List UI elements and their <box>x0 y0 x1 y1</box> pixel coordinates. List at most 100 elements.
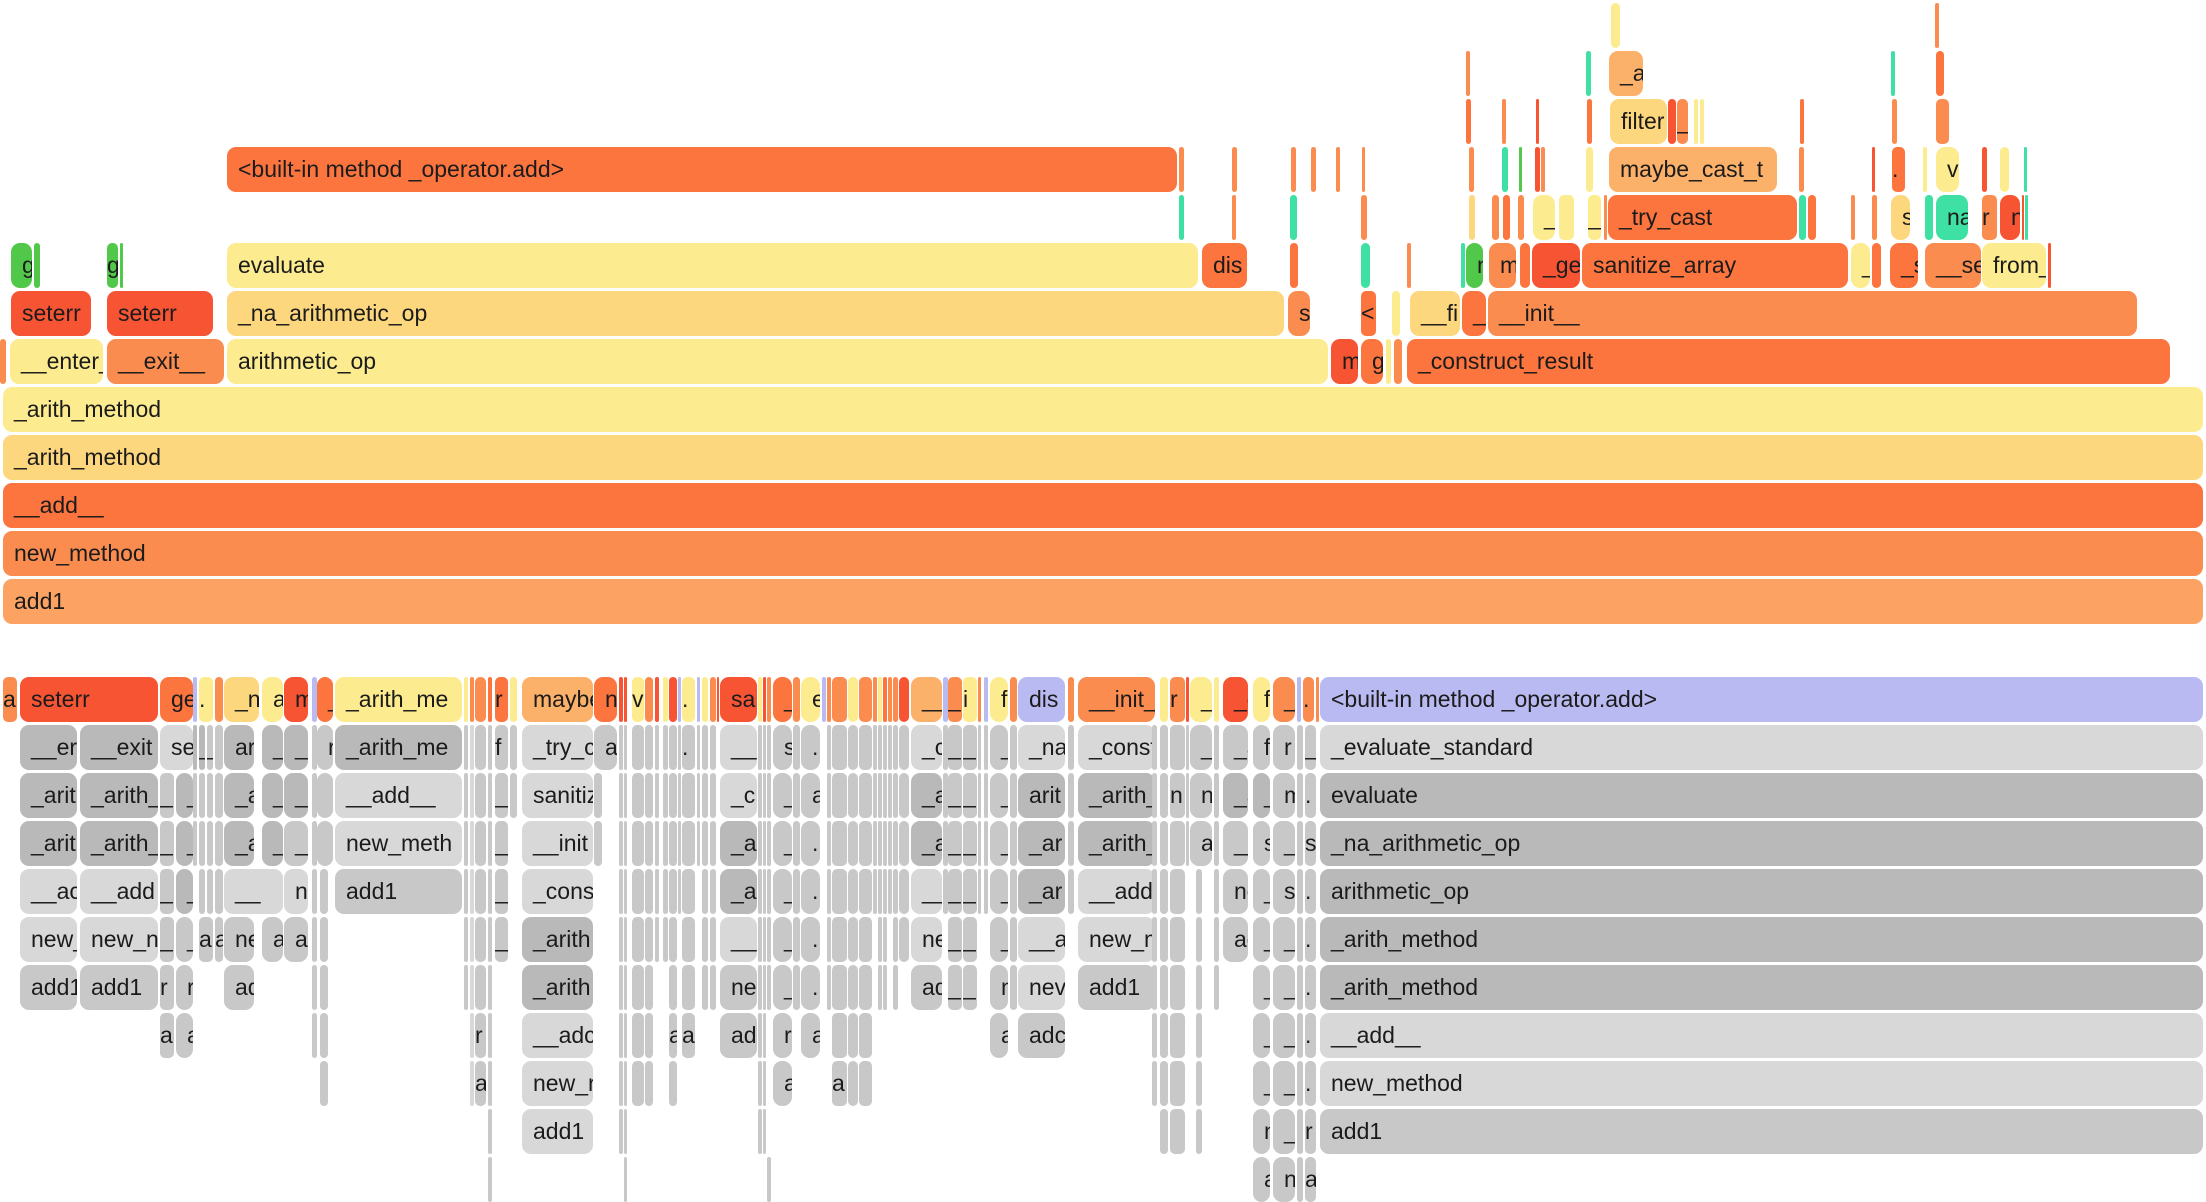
flame-frame[interactable] <box>1170 869 1185 914</box>
frame-_[interactable]: _ <box>1253 917 1270 962</box>
flame-frame[interactable] <box>1297 773 1303 818</box>
flame-frame[interactable] <box>758 1109 762 1154</box>
frame-_[interactable]: _ <box>1273 1013 1295 1058</box>
frame-_[interactable]: _ <box>1273 677 1295 722</box>
flame-frame[interactable] <box>475 965 486 1010</box>
frame-a[interactable]: a <box>160 1013 174 1058</box>
flame-frame[interactable] <box>645 677 653 722</box>
flame-frame[interactable] <box>1170 965 1185 1010</box>
flame-frame[interactable] <box>1361 243 1370 288</box>
flame-frame[interactable] <box>793 725 800 770</box>
frame-_[interactable]: _ <box>948 677 962 722</box>
frame-_na_arithmetic_op[interactable]: _na_arithmetic_op <box>1320 821 2203 866</box>
frame-__[interactable]: __ <box>1533 195 1555 240</box>
frame-a[interactable]: a <box>3 677 17 722</box>
flame-frame[interactable] <box>832 821 847 866</box>
flame-frame[interactable] <box>767 965 771 1010</box>
flame-frame[interactable] <box>878 677 882 722</box>
flame-frame[interactable] <box>682 773 695 818</box>
frame-n[interactable]: n <box>2000 195 2020 240</box>
flame-frame[interactable] <box>1520 243 1530 288</box>
frame-_arith_me[interactable]: _arith_me <box>335 677 462 722</box>
frame-s[interactable]: s <box>1288 291 1310 336</box>
frame-f[interactable]: f <box>990 677 1008 722</box>
flame-frame[interactable] <box>1214 725 1219 770</box>
frame-_[interactable]: _ <box>176 869 193 914</box>
frame-add1[interactable]: add1 <box>80 965 158 1010</box>
flame-frame[interactable] <box>1196 965 1202 1010</box>
frame-_[interactable]: _ <box>1190 677 1212 722</box>
flame-frame[interactable] <box>488 677 492 722</box>
flame-frame[interactable] <box>655 869 659 914</box>
frame-new_method[interactable]: new_method <box>3 531 2203 576</box>
frame-_[interactable]: _ <box>262 821 283 866</box>
frame-r[interactable]: r <box>475 1013 486 1058</box>
flame-frame[interactable] <box>655 725 659 770</box>
flame-frame[interactable] <box>645 1013 653 1058</box>
frame-_s[interactable]: _s <box>1890 243 1918 288</box>
flame-frame[interactable] <box>1466 99 1471 144</box>
frame-ari[interactable]: ari <box>224 725 254 770</box>
frame-_[interactable]: _ <box>773 917 792 962</box>
flame-frame[interactable] <box>697 725 700 770</box>
flame-frame[interactable] <box>1519 147 1522 192</box>
frame-s[interactable]: s <box>773 725 792 770</box>
flame-frame[interactable] <box>1982 147 1987 192</box>
flame-frame[interactable] <box>624 1157 627 1202</box>
frame-_[interactable]: _ <box>963 725 977 770</box>
flame-frame[interactable] <box>464 725 468 770</box>
frame-_[interactable]: _ <box>1462 291 1486 336</box>
frame-__a[interactable]: __a <box>911 869 942 914</box>
flame-frame[interactable] <box>619 869 623 914</box>
flame-frame[interactable] <box>624 773 627 818</box>
flame-frame[interactable] <box>1925 195 1933 240</box>
frame-__init_[interactable]: __init_ <box>1078 677 1155 722</box>
frame-_arith_method[interactable]: _arith_method <box>1320 917 2203 962</box>
flame-frame[interactable] <box>832 917 847 962</box>
flame-frame[interactable] <box>678 677 681 722</box>
flame-frame[interactable] <box>215 725 223 770</box>
flame-frame[interactable] <box>1160 917 1168 962</box>
flame-frame[interactable] <box>624 725 627 770</box>
flame-frame[interactable] <box>655 677 659 722</box>
flame-frame[interactable] <box>767 869 771 914</box>
frame-seterr[interactable]: seterr <box>107 291 213 336</box>
frame-_[interactable]: _ <box>262 773 283 818</box>
flame-frame[interactable] <box>632 869 644 914</box>
flame-frame[interactable] <box>848 677 858 722</box>
frame-new_r[interactable]: new_r <box>522 1061 593 1106</box>
flame-frame[interactable] <box>1170 1013 1185 1058</box>
flame-frame[interactable] <box>1010 725 1017 770</box>
frame-evaluate[interactable]: evaluate <box>1320 773 2203 818</box>
frame-i[interactable]: i <box>963 677 977 722</box>
flame-frame[interactable] <box>793 869 800 914</box>
flame-frame[interactable] <box>1502 99 1506 144</box>
frame-__add__[interactable]: __add__ <box>335 773 462 818</box>
flame-frame[interactable] <box>624 917 627 962</box>
flame-frame[interactable] <box>619 917 623 962</box>
flame-frame[interactable] <box>702 917 708 962</box>
flame-frame[interactable] <box>763 725 766 770</box>
flame-frame[interactable] <box>317 773 333 818</box>
flame-frame[interactable] <box>1160 869 1168 914</box>
flame-frame[interactable] <box>1290 243 1298 288</box>
flame-frame[interactable] <box>893 677 898 722</box>
flame-frame[interactable] <box>978 725 981 770</box>
flame-frame[interactable] <box>632 917 644 962</box>
flame-frame[interactable] <box>1214 677 1219 722</box>
frame-[interactable]: . <box>801 821 820 866</box>
frame-_[interactable]: _ <box>948 725 962 770</box>
frame-_arith_method[interactable]: _arith_method <box>1320 965 2203 1010</box>
flame-frame[interactable] <box>763 869 766 914</box>
frame-_[interactable]: _ <box>1253 773 1270 818</box>
flame-frame[interactable] <box>682 917 695 962</box>
frame-_ar[interactable]: _ar <box>1018 821 1065 866</box>
flame-frame[interactable] <box>1503 195 1510 240</box>
flame-frame[interactable] <box>1297 1157 1303 1202</box>
flame-frame[interactable] <box>1170 1061 1185 1106</box>
flame-frame[interactable] <box>1214 917 1219 962</box>
flame-frame[interactable] <box>1559 195 1574 240</box>
flame-frame[interactable] <box>120 243 123 288</box>
flame-frame[interactable] <box>848 1061 858 1106</box>
frame-_[interactable]: _ <box>199 725 205 770</box>
